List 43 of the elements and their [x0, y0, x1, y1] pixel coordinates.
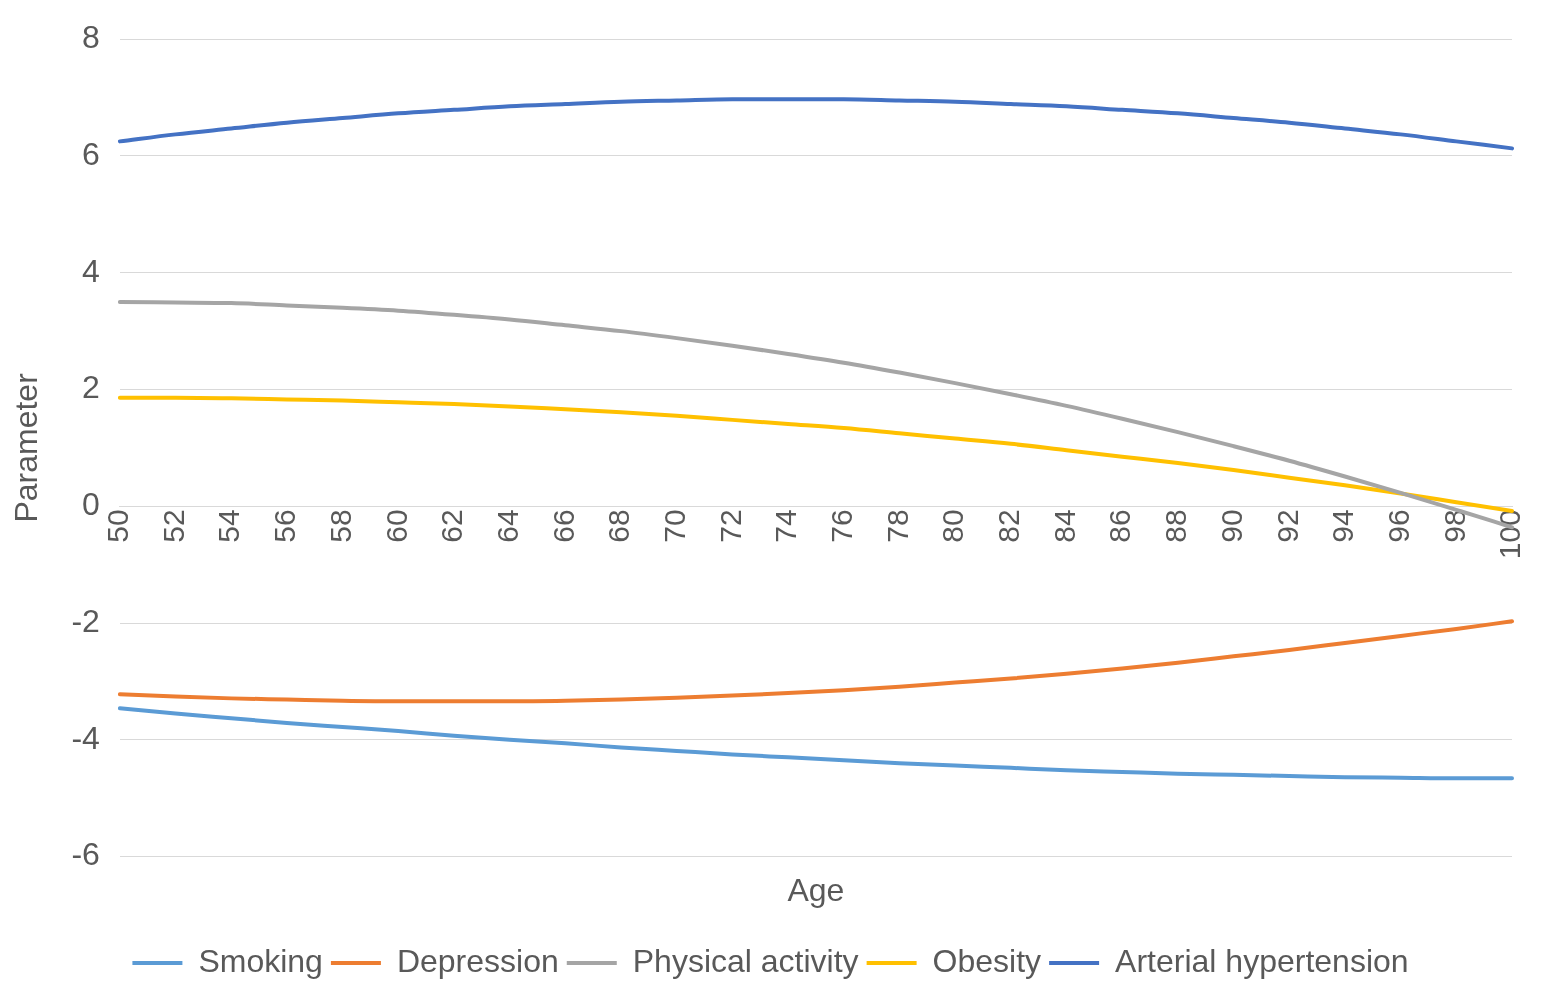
x-tick-label: 88 — [1159, 509, 1193, 543]
x-tick-label: 82 — [992, 509, 1026, 543]
y-tick-label: -4 — [71, 719, 100, 756]
legend-label: Smoking — [198, 942, 323, 979]
y-tick-label: 6 — [82, 135, 100, 172]
line-series — [117, 97, 1514, 151]
y-tick-label: 8 — [82, 19, 100, 56]
x-tick-label: 54 — [212, 509, 246, 543]
legend-label: Obesity — [932, 942, 1042, 979]
x-tick-label: 86 — [1103, 509, 1137, 543]
x-axis-title: Age — [787, 872, 845, 909]
x-tick-label: 66 — [546, 509, 580, 543]
line-series — [117, 619, 1514, 704]
x-tick-label: 94 — [1326, 509, 1360, 543]
y-tick-label: 0 — [82, 486, 100, 523]
x-tick-label: 92 — [1270, 509, 1304, 543]
x-tick-label: 70 — [657, 509, 691, 543]
y-tick-label: 4 — [82, 252, 100, 289]
y-tick-label: -6 — [71, 836, 100, 873]
legend-label: Depression — [396, 942, 559, 979]
x-tick-label: 52 — [156, 509, 190, 543]
x-tick-label: 56 — [268, 509, 302, 543]
x-tick-label: 72 — [713, 509, 747, 543]
x-tick-label: 60 — [379, 509, 413, 543]
x-tick-label: 80 — [936, 509, 970, 543]
legend-label: Physical activity — [632, 942, 859, 979]
x-tick-label: 68 — [602, 509, 636, 543]
x-tick-label: 76 — [825, 509, 859, 543]
x-tick-label: 78 — [880, 509, 914, 543]
x-tick-label: 74 — [769, 509, 803, 543]
x-tick-label: 64 — [490, 509, 524, 543]
x-tick-label: 98 — [1437, 509, 1471, 543]
line-series — [117, 706, 1514, 781]
x-tick-label: 50 — [101, 509, 135, 543]
x-tick-label: 58 — [323, 509, 357, 543]
y-tick-label: -2 — [71, 602, 100, 639]
y-axis-title: Parameter — [8, 372, 45, 523]
y-tick-label: 2 — [82, 369, 100, 406]
x-tick-label: 84 — [1047, 509, 1081, 543]
legend-label: Arterial hypertension — [1115, 942, 1409, 979]
x-tick-label: 96 — [1381, 509, 1415, 543]
x-tick-label: 62 — [435, 509, 469, 543]
x-tick-label: 90 — [1214, 509, 1248, 543]
